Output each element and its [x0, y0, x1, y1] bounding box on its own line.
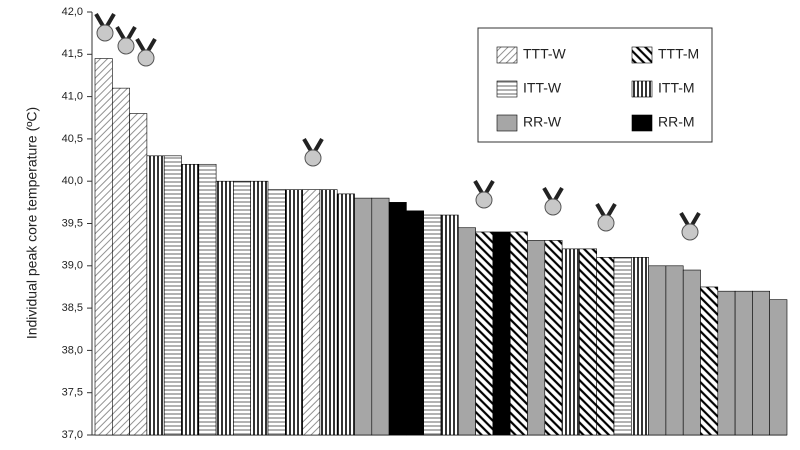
medal-ribbon [484, 179, 495, 195]
bar [146, 155, 165, 436]
bar [112, 87, 130, 436]
bar [302, 189, 321, 436]
bar [94, 58, 113, 436]
y-tick-label: 42,0 [62, 6, 83, 18]
legend-swatch [631, 46, 653, 64]
bar [613, 257, 632, 436]
legend-label: RR-M [658, 114, 695, 130]
bar [181, 163, 200, 436]
medal-ribbon [94, 12, 105, 28]
medal-ribbon [690, 211, 701, 227]
y-tick-label: 39,0 [62, 260, 83, 272]
bar [371, 197, 390, 436]
legend-swatch [496, 114, 518, 132]
bar [475, 231, 494, 436]
legend-swatch [631, 80, 653, 98]
legend-swatch [496, 80, 518, 98]
bar [319, 189, 338, 436]
bar [163, 155, 182, 436]
bar [700, 286, 719, 436]
bar [406, 210, 424, 436]
medal [117, 37, 135, 55]
bar [284, 189, 303, 436]
medal [544, 198, 562, 216]
bar [233, 180, 251, 436]
bar [354, 197, 373, 436]
bar [527, 240, 546, 436]
medal [137, 49, 155, 67]
legend-swatch [496, 46, 518, 64]
medal [96, 24, 114, 42]
bar [682, 269, 701, 436]
medal-ribbon [542, 186, 553, 202]
y-tick-label: 40,5 [62, 133, 83, 145]
medal-ribbon [679, 211, 690, 227]
bar [596, 257, 615, 436]
bar [769, 299, 788, 436]
bar [198, 163, 217, 436]
bar [336, 193, 355, 436]
bar [544, 240, 563, 436]
y-tick-label: 40,0 [62, 175, 83, 187]
medal-ribbon [473, 179, 484, 195]
legend-label: ITT-M [658, 80, 695, 96]
y-tick-label: 38,0 [62, 344, 83, 356]
legend-label: RR-W [523, 114, 562, 130]
bar [492, 231, 511, 436]
bar [630, 257, 649, 436]
medal-ribbon [313, 137, 324, 153]
medal [304, 149, 322, 167]
medal-ribbon [146, 37, 157, 53]
medal-ribbon [595, 202, 606, 218]
medal [597, 214, 615, 232]
bar [129, 113, 148, 436]
y-tick-label: 41,5 [62, 48, 83, 60]
bar [250, 180, 269, 436]
medal-ribbon [302, 137, 313, 153]
bar [579, 248, 598, 436]
bar [561, 248, 580, 436]
bar [648, 265, 667, 436]
bar [509, 231, 528, 436]
bar [215, 180, 234, 436]
y-tick-label: 41,0 [62, 91, 83, 103]
bar [388, 202, 407, 436]
bar [423, 214, 442, 436]
medal-ribbon [115, 25, 126, 41]
medal-ribbon [126, 25, 137, 41]
bar [440, 214, 459, 436]
legend-swatch [631, 114, 653, 132]
y-tick-label: 37,0 [62, 429, 83, 441]
bar [457, 227, 476, 436]
y-tick-label: 37,5 [62, 387, 83, 399]
y-tick-label: 38,5 [62, 302, 83, 314]
bar [717, 290, 736, 436]
medal-ribbon [105, 12, 116, 28]
legend-label: TTT-M [658, 46, 699, 62]
bar [665, 265, 684, 436]
medal [681, 223, 699, 241]
legend-label: TTT-W [523, 46, 567, 62]
y-axis-label: Individual peak core temperature (ºC) [24, 107, 40, 339]
legend-label: ITT-W [523, 80, 562, 96]
medal-ribbon [606, 202, 617, 218]
bar [752, 290, 771, 436]
medal-ribbon [135, 37, 146, 53]
bar [734, 290, 753, 436]
y-tick-label: 39,5 [62, 217, 83, 229]
bar [267, 189, 286, 436]
medal-ribbon [553, 186, 564, 202]
medal [475, 191, 493, 209]
